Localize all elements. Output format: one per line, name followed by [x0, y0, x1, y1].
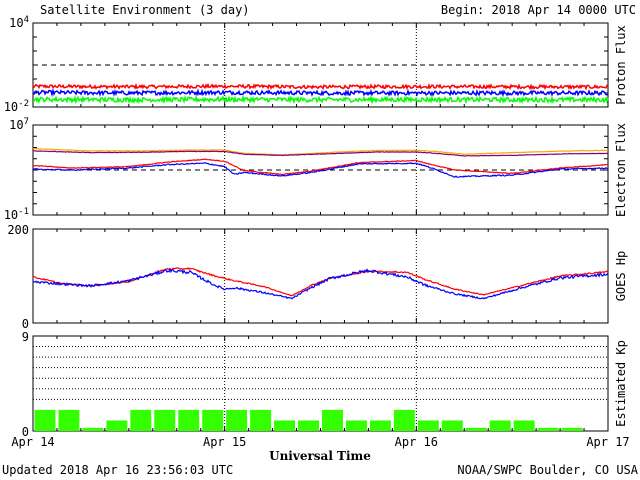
electron-flux-series-red [33, 158, 608, 176]
kp-bar [154, 409, 176, 431]
goes-hp-ylabel: GOES Hp [614, 251, 628, 302]
kp-bar [250, 409, 272, 431]
kp-bar [274, 420, 296, 431]
y-tick-label: 9 [22, 330, 29, 344]
y-tick-label: 104 [9, 15, 29, 30]
kp-bar [82, 427, 104, 431]
electron-flux-series-blue [32, 162, 609, 178]
x-tick-label: Apr 16 [395, 435, 438, 449]
begin-label: Begin: 2018 Apr 14 0000 UTC [441, 3, 636, 17]
proton-flux-ylabel: Proton Flux [614, 25, 628, 104]
x-tick-label: Apr 14 [11, 435, 54, 449]
y-tick-label: 0 [22, 425, 29, 439]
goes-hp-frame [32, 228, 609, 324]
kp-bar [130, 409, 152, 431]
kp-bar [58, 409, 80, 431]
kp-bar [561, 427, 583, 431]
kp-bar [345, 420, 367, 431]
y-tick-label: 0 [22, 317, 29, 331]
proton-flux-series-blue [32, 87, 608, 98]
y-tick-label: 10-1 [4, 207, 29, 222]
kp-bar [417, 420, 439, 431]
proton-flux-series-green [32, 94, 609, 105]
kp-bar [178, 409, 200, 431]
estimated-kp-ylabel: Estimated Kp [614, 340, 628, 427]
kp-bar [537, 427, 559, 431]
kp-bar [202, 409, 224, 431]
updated-label: Updated 2018 Apr 16 23:56:03 UTC [2, 463, 233, 477]
kp-bar [106, 420, 128, 431]
y-tick-label: 10-2 [4, 99, 29, 114]
chart-title: Satellite Environment (3 day) [40, 3, 250, 17]
electron-flux-ylabel: Electron Flux [614, 123, 628, 217]
x-axis-title: Universal Time [269, 449, 371, 463]
kp-bar [513, 420, 535, 431]
electron-flux-series-orange [32, 147, 609, 156]
estimated-kp-frame [32, 335, 609, 432]
estimated-kp-panel: 0 9 Estimated Kp [22, 330, 628, 439]
kp-bar [34, 409, 56, 431]
kp-bar [226, 409, 248, 431]
proton-flux-series-red [32, 82, 609, 91]
kp-bar [322, 409, 343, 431]
kp-bar [393, 409, 415, 431]
panels-group: 104 10-2 Proton Flux 107 10-1 Electron Flux 0 2… [4, 15, 630, 449]
electron-flux-panel: 107 10-1 Electron Flux [4, 117, 628, 222]
x-tick-label: Apr 15 [203, 435, 246, 449]
y-tick-label: 200 [7, 223, 29, 237]
goes-hp-series-blue [32, 267, 609, 300]
electron-flux-series-purple [33, 150, 609, 157]
kp-bar [369, 420, 391, 431]
x-tick-label: Apr 17 [586, 435, 629, 449]
kp-bar [298, 420, 319, 431]
kp-bar [465, 427, 487, 431]
credit-label: NOAA/SWPC Boulder, CO USA [457, 463, 638, 477]
kp-bar [489, 420, 511, 431]
proton-flux-panel: 104 10-2 Proton Flux [4, 15, 628, 114]
kp-bar [441, 420, 463, 431]
goes-hp-panel: 0 200 GOES Hp [7, 223, 628, 331]
y-tick-label: 107 [9, 117, 29, 132]
